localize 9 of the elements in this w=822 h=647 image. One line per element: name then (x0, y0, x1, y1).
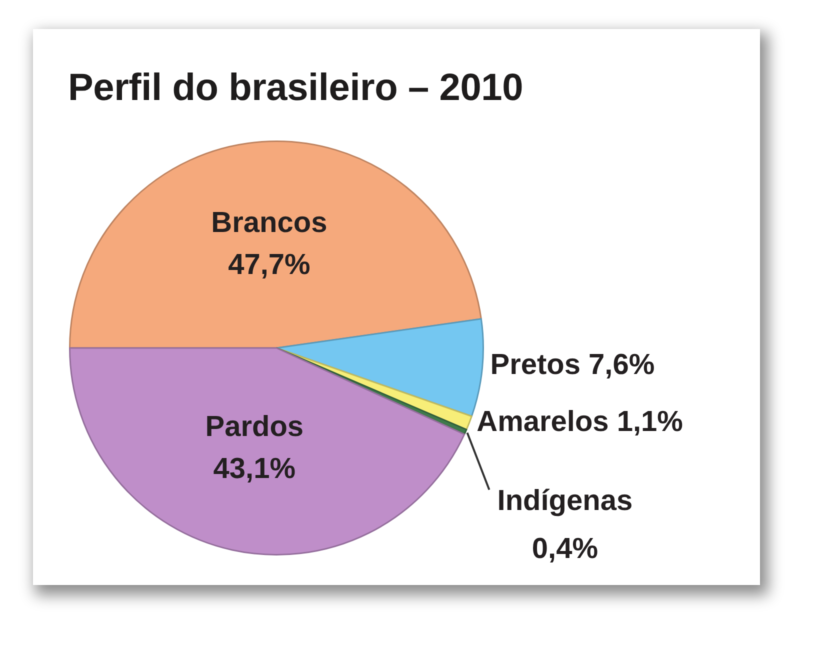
slice-label: Pardos (205, 410, 304, 443)
slice-label: Indígenas (497, 484, 633, 517)
data-label: 47,7% (228, 248, 311, 281)
slice-label: Pretos 7,6% (490, 348, 655, 381)
slice-label: Brancos (211, 206, 328, 239)
data-label: 43,1% (213, 452, 296, 485)
slice-label: Amarelos 1,1% (476, 406, 684, 438)
data-label: 0,4% (532, 532, 598, 565)
chart-title: Perfil do brasileiro – 2010 (68, 67, 524, 110)
